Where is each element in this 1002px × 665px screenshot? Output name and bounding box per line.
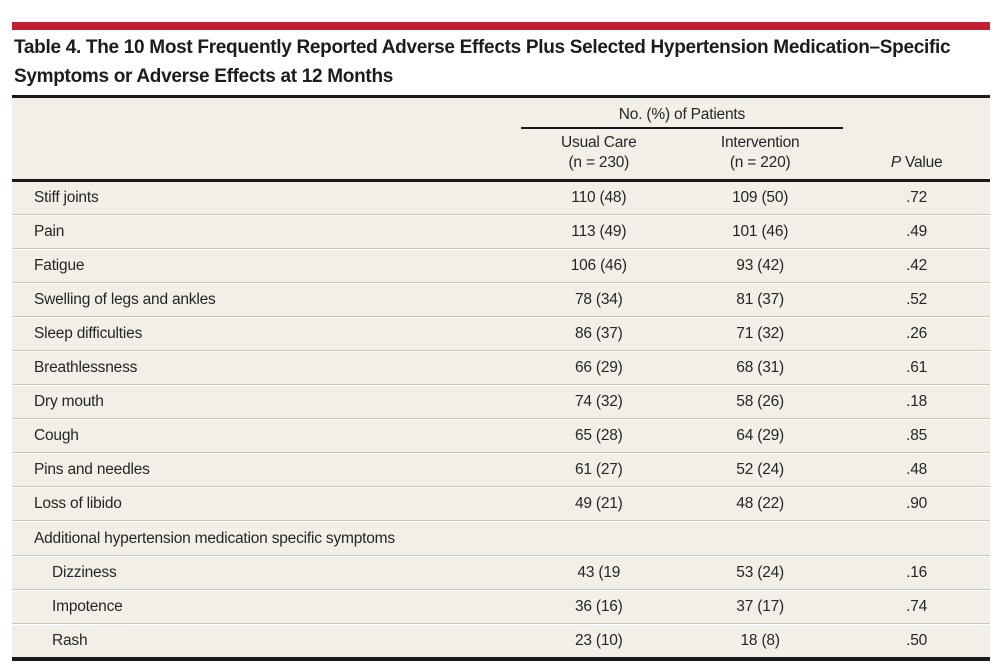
table-section-row: Additional hypertension medication speci… [12,521,990,556]
table-row: Loss of libido 49 (21) 48 (22) .90 [12,487,990,521]
table-row: Impotence 36 (16) 37 (17) .74 [12,590,990,624]
column-header-p-value: P Value [843,129,990,182]
usual-care-value: 86 (37) [520,317,678,351]
p-value: .18 [843,385,990,419]
table-title-line2: Symptoms or Adverse Effects at 12 Months [14,66,394,87]
table-accent-bar [12,22,990,30]
symptom-label: Pins and needles [12,453,521,487]
adverse-effects-table: No. (%) of Patients Usual Care (n = 230)… [12,98,990,657]
table-row: Sleep difficulties 86 (37) 71 (32) .26 [12,317,990,351]
p-value: .48 [843,453,990,487]
symptom-label: Breathlessness [12,351,521,385]
usual-care-value: 66 (29) [520,351,678,385]
column-header-symptom-spacer [12,129,521,182]
p-value: .50 [843,624,990,657]
symptom-label: Impotence [12,590,521,624]
table-row: Pain 113 (49) 101 (46) .49 [12,215,990,249]
section-label: Additional hypertension medication speci… [12,521,990,556]
table-row: Cough 65 (28) 64 (29) .85 [12,419,990,453]
symptom-label: Loss of libido [12,487,521,521]
table-title: Table 4. The 10 Most Frequently Reported… [12,30,990,95]
intervention-value: 68 (31) [677,351,844,385]
intervention-value: 52 (24) [677,453,844,487]
p-value: .52 [843,283,990,317]
column-header-intervention: Intervention (n = 220) [677,129,844,182]
intervention-value: 37 (17) [677,590,844,624]
p-value: .72 [843,182,990,215]
table-title-line1: Table 4. The 10 Most Frequently Reported… [14,37,951,58]
usual-care-value: 78 (34) [520,283,678,317]
symptom-label: Stiff joints [12,182,521,215]
usual-care-value: 43 (19 [520,556,678,590]
column-header-usual-care-name: Usual Care [561,134,637,151]
intervention-value: 18 (8) [677,624,844,657]
symptom-label: Cough [12,419,521,453]
table-row: Stiff joints 110 (48) 109 (50) .72 [12,182,990,215]
symptom-label: Dizziness [12,556,521,590]
p-value-symbol: P [890,154,901,171]
p-value-word: Value [904,154,943,171]
p-value: .74 [843,590,990,624]
usual-care-value: 106 (46) [520,249,678,283]
table-header: No. (%) of Patients Usual Care (n = 230)… [12,98,990,182]
column-header-intervention-name: Intervention [720,134,800,151]
p-value: .16 [843,556,990,590]
table-row: Swelling of legs and ankles 78 (34) 81 (… [12,283,990,317]
p-value: .26 [843,317,990,351]
usual-care-value: 36 (16) [520,590,678,624]
table-row: Pins and needles 61 (27) 52 (24) .48 [12,453,990,487]
column-header-usual-care-n: (n = 230) [568,154,630,171]
column-group-header: No. (%) of Patients [520,98,844,129]
p-value: .49 [843,215,990,249]
table-container: No. (%) of Patients Usual Care (n = 230)… [12,95,990,661]
column-header-usual-care: Usual Care (n = 230) [520,129,678,182]
column-header-row: Usual Care (n = 230) Intervention (n = 2… [12,129,990,182]
table-row: Dry mouth 74 (32) 58 (26) .18 [12,385,990,419]
symptom-label: Pain [12,215,521,249]
spanner-spacer-left [12,98,521,129]
usual-care-value: 110 (48) [520,182,678,215]
column-header-intervention-n: (n = 220) [729,154,791,171]
usual-care-value: 49 (21) [520,487,678,521]
table-row: Fatigue 106 (46) 93 (42) .42 [12,249,990,283]
intervention-value: 58 (26) [677,385,844,419]
symptom-label: Swelling of legs and ankles [12,283,521,317]
intervention-value: 53 (24) [677,556,844,590]
p-value: .61 [843,351,990,385]
intervention-value: 81 (37) [677,283,844,317]
spanner-row: No. (%) of Patients [12,98,990,129]
usual-care-value: 61 (27) [520,453,678,487]
table-row: Dizziness 43 (19 53 (24) .16 [12,556,990,590]
usual-care-value: 65 (28) [520,419,678,453]
spanner-spacer-right [843,98,990,129]
p-value: .85 [843,419,990,453]
symptom-label: Dry mouth [12,385,521,419]
intervention-value: 64 (29) [677,419,844,453]
p-value: .90 [843,487,990,521]
intervention-value: 93 (42) [677,249,844,283]
intervention-value: 101 (46) [677,215,844,249]
symptom-label: Fatigue [12,249,521,283]
intervention-value: 109 (50) [677,182,844,215]
table-body: Stiff joints 110 (48) 109 (50) .72 Pain … [12,182,990,657]
journal-table-figure: Table 4. The 10 Most Frequently Reported… [0,22,1002,665]
symptom-label: Sleep difficulties [12,317,521,351]
intervention-value: 71 (32) [677,317,844,351]
usual-care-value: 23 (10) [520,624,678,657]
table-row: Rash 23 (10) 18 (8) .50 [12,624,990,657]
symptom-label: Rash [12,624,521,657]
table-row: Breathlessness 66 (29) 68 (31) .61 [12,351,990,385]
p-value: .42 [843,249,990,283]
intervention-value: 48 (22) [677,487,844,521]
usual-care-value: 113 (49) [520,215,678,249]
usual-care-value: 74 (32) [520,385,678,419]
